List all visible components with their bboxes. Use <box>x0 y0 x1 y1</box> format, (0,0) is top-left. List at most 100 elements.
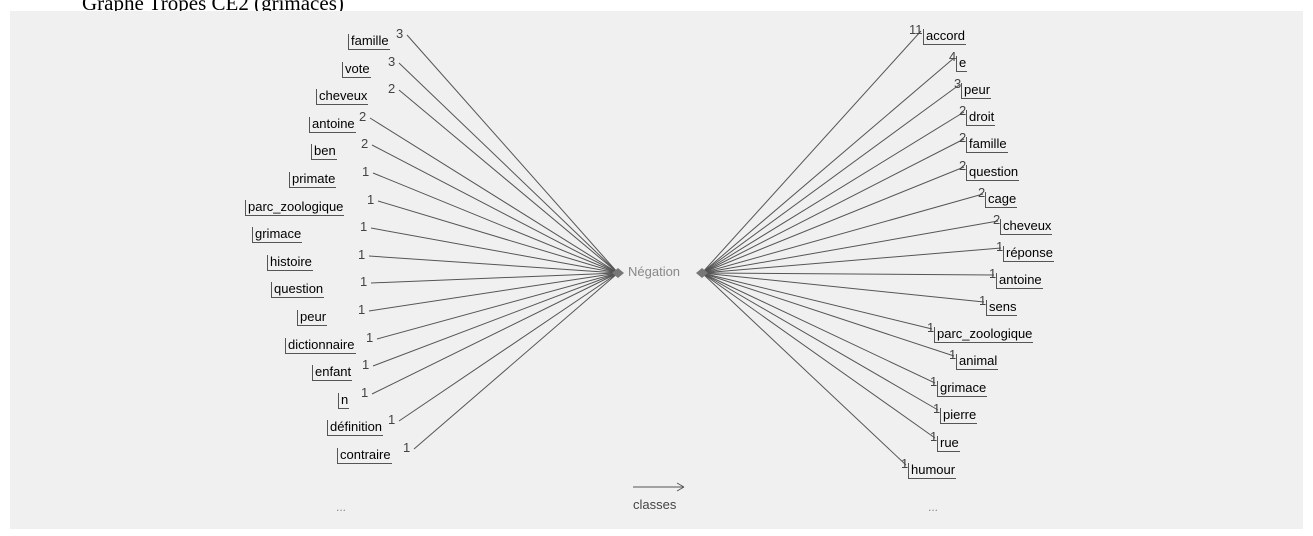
left-edge-line <box>372 272 619 367</box>
left-term-label[interactable]: peur <box>297 310 328 326</box>
right-term-label[interactable]: famille <box>966 137 1008 153</box>
right-edge-line <box>701 166 965 274</box>
left-term-count: 3 <box>388 54 396 69</box>
classes-arrow-head <box>676 486 685 492</box>
left-term-count: 1 <box>367 192 375 207</box>
left-term-count: 2 <box>388 81 396 96</box>
left-term-label[interactable]: histoire <box>267 255 313 271</box>
right-edge-line <box>701 193 984 274</box>
right-term-label[interactable]: pierre <box>940 408 978 424</box>
left-term-label[interactable]: grimace <box>252 227 303 243</box>
right-term-label[interactable]: antoine <box>996 273 1043 289</box>
right-term-count: 2 <box>959 130 967 145</box>
right-term-label[interactable]: e <box>956 56 968 72</box>
left-term-count: 1 <box>366 330 374 345</box>
left-term-label[interactable]: définition <box>327 420 384 436</box>
left-term-count: 1 <box>362 164 370 179</box>
right-term-count: 1 <box>930 374 938 389</box>
left-term-count: 1 <box>360 274 368 289</box>
left-edge-line <box>368 272 619 312</box>
left-edge-line <box>377 200 619 274</box>
right-term-label[interactable]: réponse <box>1003 246 1054 262</box>
right-term-count: 3 <box>954 76 962 91</box>
left-hub-node[interactable] <box>612 268 624 278</box>
right-edge-line <box>701 272 955 357</box>
left-term-label[interactable]: ben <box>311 144 337 160</box>
right-term-count: 11 <box>909 22 923 37</box>
right-edge-line <box>701 272 936 439</box>
left-edge-line <box>398 62 619 274</box>
right-edge-line <box>701 272 985 303</box>
right-term-label[interactable]: cage <box>985 192 1018 208</box>
right-edge-line <box>701 272 936 384</box>
left-edge-line <box>398 272 619 422</box>
left-edge-line <box>372 172 619 274</box>
left-term-count: 3 <box>396 26 404 41</box>
left-term-label[interactable]: dictionnaire <box>285 338 356 354</box>
right-term-count: 2 <box>959 103 967 118</box>
right-edge-line <box>701 220 999 274</box>
right-term-label[interactable]: grimace <box>937 381 988 397</box>
graph-panel <box>10 11 1303 529</box>
right-edge-line <box>701 247 1002 274</box>
left-edge-line <box>398 89 619 274</box>
left-term-label[interactable]: question <box>271 282 325 298</box>
left-term-label[interactable]: parc_zoologique <box>245 200 345 216</box>
right-term-label[interactable]: droit <box>966 110 996 126</box>
classes-label[interactable]: classes <box>633 497 677 512</box>
right-term-label[interactable]: accord <box>923 29 967 45</box>
right-hub-node[interactable] <box>696 268 708 278</box>
left-term-count: 2 <box>359 109 367 124</box>
right-term-count: 1 <box>930 429 938 444</box>
left-edge-line <box>370 227 619 274</box>
right-term-label[interactable]: sens <box>986 300 1018 316</box>
left-edge-line <box>406 34 619 274</box>
left-term-label[interactable]: cheveux <box>316 89 369 105</box>
left-term-count: 1 <box>388 412 396 427</box>
left-term-label[interactable]: vote <box>342 62 371 78</box>
left-edge-line <box>370 272 619 284</box>
left-term-count: 1 <box>358 247 366 262</box>
right-term-label[interactable]: peur <box>961 83 992 99</box>
left-term-label[interactable]: contraire <box>337 448 392 464</box>
left-edge-line <box>371 144 619 274</box>
right-term-label[interactable]: humour <box>908 463 957 479</box>
right-term-label[interactable]: parc_zoologique <box>934 327 1034 343</box>
right-term-count: 1 <box>901 456 909 471</box>
classes-arrow-head <box>676 482 685 488</box>
left-term-label[interactable]: enfant <box>312 365 353 381</box>
left-edge-line <box>376 272 619 340</box>
right-edge-line <box>701 57 955 274</box>
right-term-label[interactable]: rue <box>937 436 960 452</box>
right-edge-line <box>701 272 939 411</box>
right-term-label[interactable]: question <box>966 165 1020 181</box>
left-term-label[interactable]: antoine <box>309 117 356 133</box>
right-edge-line <box>701 272 933 330</box>
left-term-label[interactable]: primate <box>289 172 337 188</box>
left-ellipsis[interactable]: ... <box>336 500 347 514</box>
left-edge-line <box>371 272 619 395</box>
left-term-count: 1 <box>358 302 366 317</box>
right-term-label[interactable]: cheveux <box>1000 219 1053 235</box>
right-term-count: 1 <box>996 239 1004 254</box>
left-term-count: 1 <box>362 357 370 372</box>
right-term-count: 1 <box>927 320 935 335</box>
left-term-count: 2 <box>361 136 369 151</box>
right-edge-line <box>701 138 965 274</box>
left-term-count: 1 <box>360 219 368 234</box>
right-ellipsis[interactable]: ... <box>928 500 939 514</box>
right-term-label[interactable]: animal <box>956 354 999 370</box>
left-term-count: 1 <box>403 440 411 455</box>
left-edge-line <box>369 117 619 274</box>
right-edge-line <box>701 111 965 274</box>
left-term-label[interactable]: famille <box>348 34 390 50</box>
left-term-count: 1 <box>361 385 369 400</box>
left-term-label[interactable]: n <box>338 393 350 409</box>
right-term-count: 1 <box>933 401 941 416</box>
right-term-count: 1 <box>949 347 957 362</box>
right-term-count: 1 <box>989 266 997 281</box>
right-term-count: 2 <box>959 158 967 173</box>
right-term-count: 2 <box>978 185 986 200</box>
center-node-label[interactable]: Négation <box>628 264 681 279</box>
